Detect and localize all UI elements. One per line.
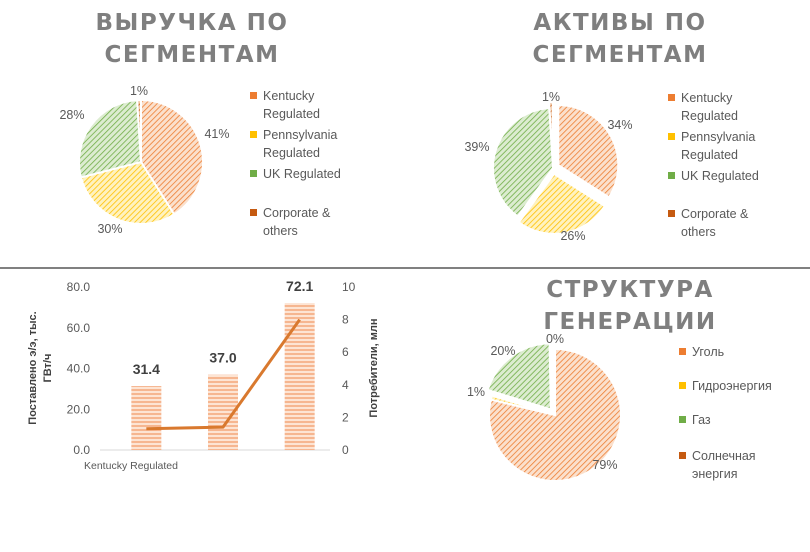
bar: [284, 303, 315, 450]
legend-entry-label: others: [263, 224, 298, 238]
legend-swatch: [250, 209, 257, 216]
y-tick-label: 0.0: [73, 443, 90, 457]
bar-data-label: 37.0: [209, 350, 236, 366]
y-tick-label: 80.0: [67, 280, 91, 294]
legend-entry-label: Regulated: [681, 109, 738, 123]
legend-entry-label: Kentucky: [263, 89, 315, 103]
slice-data-label: 79%: [592, 458, 617, 472]
y-axis-label: ГВт/ч: [42, 354, 54, 383]
x-category-label: Kentucky Regulated: [84, 460, 178, 472]
y2-tick-label: 6: [342, 345, 349, 359]
chart-title-line: СЕГМЕНТАМ: [533, 42, 708, 68]
pie-slice: [517, 172, 607, 235]
y-tick-label: 60.0: [67, 321, 91, 335]
y-tick-label: 40.0: [67, 362, 91, 376]
kentucky-combo-chart: Поставлено э/э, тыс. ГВт/ч Потребители, …: [27, 278, 380, 472]
legend-swatch: [668, 133, 675, 140]
assets-pie-chart: АКТИВЫ ПО СЕГМЕНТАМ 34% 26% 39% 1% Kentucky…: [464, 10, 758, 243]
pie-slice: [79, 160, 176, 225]
legend-entry-label: Уголь: [692, 345, 724, 359]
slice-data-label: 39%: [464, 140, 489, 154]
slice-data-label: 20%: [490, 344, 515, 358]
slice-data-label: 1%: [130, 84, 148, 98]
legend-swatch: [250, 131, 257, 138]
legend-entry-label: Kentucky: [681, 91, 733, 105]
revenue-pie-chart: ВЫРУЧКА ПО СЕГМЕНТАМ 41% 30% 28% 1% Kentuck…: [59, 10, 340, 238]
y2-tick-label: 0: [342, 443, 349, 457]
pie-slice: [547, 100, 554, 163]
legend-entry-label: Corporate &: [263, 206, 331, 220]
slice-data-label: 1%: [542, 90, 560, 104]
pie-slice: [489, 394, 556, 416]
legend-swatch: [679, 452, 686, 459]
legend-entry-label: UK Regulated: [263, 167, 341, 181]
bar: [131, 386, 162, 450]
legend-entry-label: Pennsylvania: [681, 130, 755, 144]
slice-data-label: 1%: [467, 385, 485, 399]
chart-title-line: СЕГМЕНТАМ: [105, 42, 280, 68]
legend-entry-label: Regulated: [681, 148, 738, 162]
slice-data-label: 0%: [546, 332, 564, 346]
legend-swatch: [668, 210, 675, 217]
bar-data-label: 72.1: [286, 278, 313, 294]
legend-entry-label: Regulated: [263, 146, 320, 160]
legend-swatch: [679, 382, 686, 389]
slice-data-label: 34%: [607, 118, 632, 132]
legend-entry-label: others: [681, 225, 716, 239]
legend-swatch: [679, 416, 686, 423]
legend-swatch: [668, 94, 675, 101]
pie-slice: [136, 98, 142, 163]
y2-tick-label: 2: [342, 410, 349, 424]
slice-data-label: 41%: [204, 127, 229, 141]
pie-slice: [492, 107, 555, 218]
y2-axis-label: Потребители, млн: [368, 318, 380, 417]
legend-entry-label: Regulated: [263, 107, 320, 121]
chart-title-line: ГЕНЕРАЦИИ: [543, 309, 716, 335]
y2-tick-label: 4: [342, 378, 349, 392]
pie-slice: [552, 347, 556, 416]
slice-data-label: 26%: [560, 229, 585, 243]
consumers-line: [146, 318, 301, 431]
chart-title-line: ВЫРУЧКА ПО: [96, 10, 289, 36]
slice-data-label: 28%: [59, 108, 84, 122]
legend-swatch: [250, 92, 257, 99]
y2-tick-label: 10: [342, 280, 356, 294]
bar-data-label: 31.4: [133, 361, 160, 377]
legend-entry-label: Гидроэнергия: [692, 379, 772, 393]
legend-swatch: [679, 348, 686, 355]
generation-pie-chart: СТРУКТУРА ГЕНЕРАЦИИ 79% 1% 20% 0% Уголь Гидр…: [467, 277, 772, 482]
legend-entry-label: Солнечная: [692, 449, 756, 463]
legend-entry-label: Pennsylvania: [263, 128, 337, 142]
legend-entry-label: Corporate &: [681, 207, 749, 221]
y-tick-label: 20.0: [67, 402, 91, 416]
chart-title-line: АКТИВЫ ПО: [533, 10, 706, 36]
legend-swatch: [668, 172, 675, 179]
legend-entry-label: UK Regulated: [681, 169, 759, 183]
pie-slice: [486, 342, 552, 411]
legend-entry-label: Газ: [692, 413, 711, 427]
legend-entry-label: энергия: [692, 467, 738, 481]
y-axis-label: Поставлено э/э, тыс.: [27, 311, 39, 424]
legend-swatch: [250, 170, 257, 177]
y2-tick-label: 8: [342, 313, 349, 327]
pie-slice: [557, 104, 620, 199]
pie-slice: [78, 99, 143, 179]
chart-title-line: СТРУКТУРА: [546, 277, 714, 303]
slice-data-label: 30%: [97, 222, 122, 236]
